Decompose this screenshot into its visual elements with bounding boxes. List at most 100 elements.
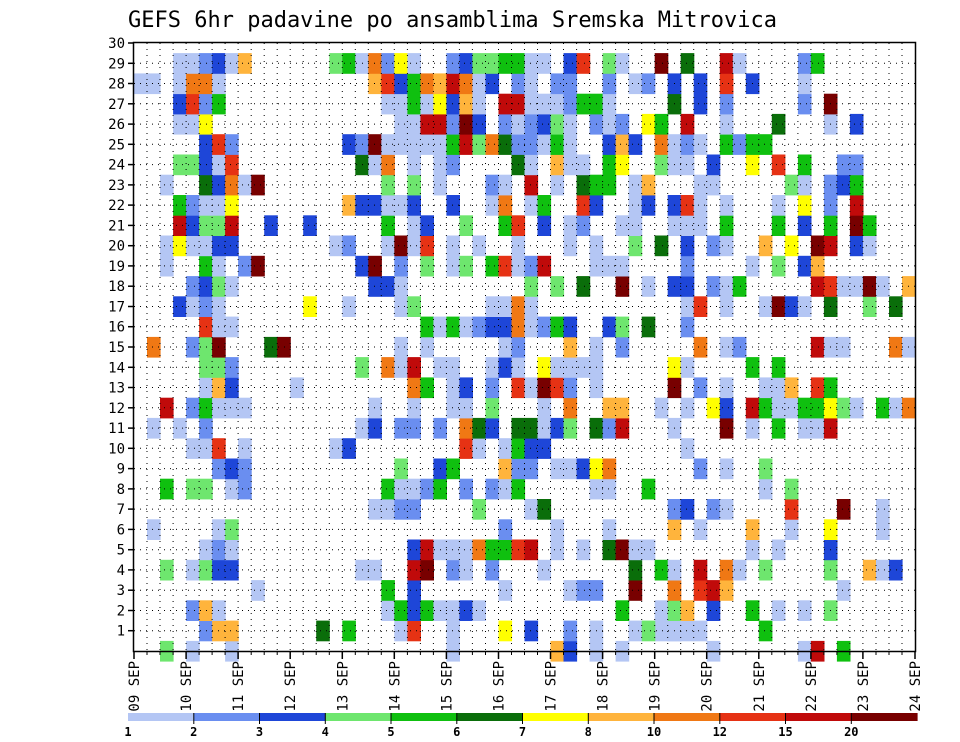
y-tick-label: 17 (108, 300, 125, 316)
heatmap-cell (537, 499, 552, 520)
heatmap-cell (602, 154, 617, 176)
heatmap-cell (238, 397, 252, 419)
heatmap-cell (420, 93, 434, 115)
heatmap-cell (563, 93, 578, 115)
legend-swatch (456, 713, 524, 721)
heatmap-cell (420, 377, 434, 399)
heatmap-cell (889, 296, 903, 317)
heatmap-cell (797, 417, 812, 439)
heatmap-cell (615, 417, 630, 439)
heatmap-cell (654, 600, 669, 621)
heatmap-cell (615, 539, 630, 561)
heatmap-cell (394, 73, 408, 95)
heatmap-cell (784, 296, 799, 317)
heatmap-cell (199, 336, 213, 358)
heatmap-cell (147, 417, 161, 439)
heatmap-cell (810, 235, 825, 257)
y-tick-label: 20 (108, 239, 125, 255)
heatmap-cell (420, 215, 434, 236)
y-tick-label: 24 (108, 158, 125, 174)
heatmap-cell (225, 215, 239, 236)
heatmap-cell (199, 377, 213, 399)
heatmap-cell (693, 458, 708, 480)
heatmap-cell (771, 377, 786, 399)
heatmap-cell (225, 478, 239, 500)
heatmap-cell (563, 336, 578, 358)
heatmap-cell (485, 357, 500, 378)
heatmap-cell (797, 195, 812, 216)
heatmap-cell (238, 478, 252, 500)
heatmap-cell (498, 458, 513, 480)
heatmap-cell (199, 357, 213, 378)
heatmap-cell (563, 215, 578, 236)
heatmap-cell (186, 397, 200, 419)
heatmap-cell (381, 53, 395, 74)
heatmap-cell (199, 478, 213, 500)
heatmap-cell (524, 93, 539, 115)
heatmap-cell (524, 316, 539, 338)
heatmap-cell (394, 134, 408, 155)
heatmap-cell (394, 296, 408, 317)
y-tick-label: 26 (108, 117, 125, 133)
heatmap-cell (849, 113, 864, 135)
heatmap-cell (680, 499, 695, 520)
heatmap-cell (628, 580, 643, 601)
heatmap-cell (836, 154, 851, 176)
heatmap-cell (719, 113, 734, 135)
legend-label: 5 (387, 725, 394, 739)
heatmap-cell (238, 255, 252, 277)
heatmap-cell (225, 276, 239, 297)
heatmap-cell (368, 195, 382, 216)
heatmap-cell (381, 478, 395, 500)
heatmap-cell (186, 93, 200, 115)
heatmap-cell (446, 235, 460, 257)
heatmap-cell (498, 255, 513, 277)
heatmap-cell (706, 397, 721, 419)
heatmap-cell (160, 174, 174, 196)
heatmap-cell (199, 113, 213, 135)
heatmap-cell (368, 154, 382, 176)
heatmap-cell (420, 559, 434, 581)
heatmap-cell (876, 397, 890, 419)
legend-swatch (851, 713, 918, 721)
heatmap-cell (719, 93, 734, 115)
heatmap-cell (680, 438, 695, 459)
heatmap-cell (849, 174, 864, 196)
heatmap-cell (576, 154, 591, 176)
heatmap-cell (654, 154, 669, 176)
heatmap-cell (524, 458, 539, 480)
heatmap-cell (602, 134, 617, 155)
heatmap-cell (498, 195, 513, 216)
heatmap-cell (758, 134, 773, 155)
heatmap-cell (342, 620, 356, 642)
heatmap-cell (563, 417, 578, 439)
heatmap-cell (329, 53, 343, 74)
heatmap-cell (147, 519, 161, 540)
heatmap-cell (563, 73, 578, 95)
legend-swatch (588, 713, 655, 721)
heatmap-cell (680, 316, 695, 338)
heatmap-cell (524, 255, 539, 277)
y-tick-label: 27 (108, 97, 125, 113)
heatmap-cell (836, 580, 851, 601)
heatmap-cell (485, 397, 500, 419)
heatmap-cell (537, 53, 552, 74)
heatmap-cell (186, 296, 200, 317)
heatmap-cell (498, 296, 513, 317)
heatmap-cell (537, 377, 552, 399)
heatmap-cell (472, 134, 486, 155)
heatmap-cell (654, 559, 669, 581)
heatmap-cell (550, 539, 565, 561)
x-tick-label: 20 SEP (700, 661, 716, 712)
heatmap-cell (537, 255, 552, 277)
heatmap-cell (615, 53, 630, 74)
y-tick-label: 3 (117, 583, 125, 599)
heatmap-cell (810, 397, 825, 419)
heatmap-cell (446, 458, 460, 480)
heatmap-cell (693, 93, 708, 115)
heatmap-cell (316, 620, 330, 642)
heatmap-cell (498, 113, 513, 135)
heatmap-cell (368, 397, 382, 419)
heatmap-cell (732, 559, 747, 581)
heatmap-cell (784, 377, 799, 399)
